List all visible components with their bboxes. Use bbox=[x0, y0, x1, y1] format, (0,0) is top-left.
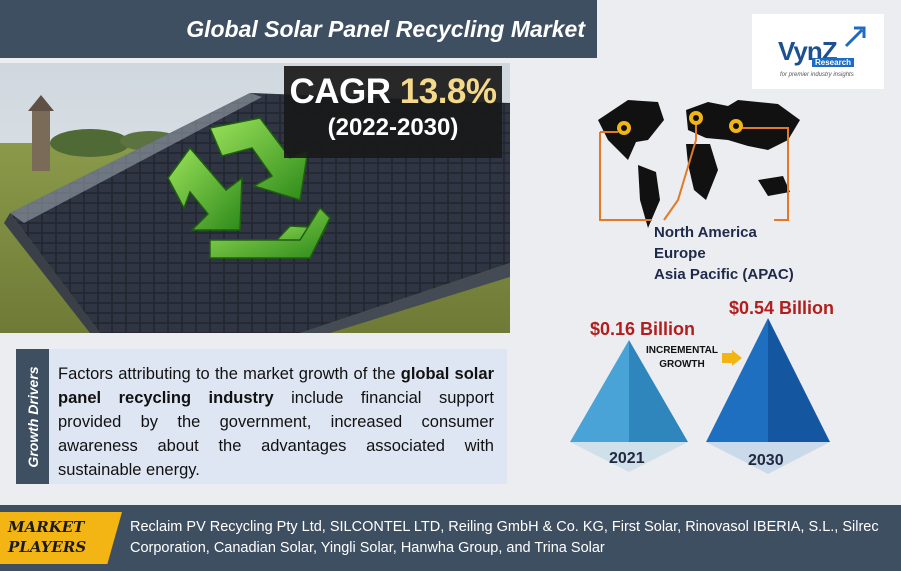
year-2030-label: 2030 bbox=[748, 452, 784, 469]
page-title: Global Solar Panel Recycling Market bbox=[186, 15, 585, 42]
incremental-line1: INCREMENTAL bbox=[645, 345, 719, 356]
pyramid-2021 bbox=[570, 340, 688, 472]
world-map bbox=[598, 100, 800, 228]
growth-drivers-text: Factors attributing to the market growth… bbox=[58, 362, 494, 482]
arrow-right-icon bbox=[722, 350, 742, 366]
region-apac: Asia Pacific (APAC) bbox=[654, 266, 794, 283]
drivers-text-before: Factors attributing to the market growth… bbox=[58, 365, 401, 383]
logo-sub: Research bbox=[812, 58, 855, 67]
incremental-line2: GROWTH bbox=[659, 359, 705, 370]
recycle-icon bbox=[167, 117, 331, 259]
region-north-america: North America bbox=[654, 224, 757, 241]
growth-drivers-panel bbox=[16, 349, 507, 484]
cagr-value: 13.8% bbox=[399, 72, 497, 111]
regions-list: North America Europe Asia Pacific (APAC) bbox=[654, 222, 794, 285]
drivers-text-bold: global solar panel recycling industry bbox=[58, 365, 494, 407]
region-europe: Europe bbox=[654, 245, 706, 262]
growth-drivers-label: Growth Drivers bbox=[24, 365, 41, 468]
cagr-label: CAGR bbox=[289, 72, 391, 111]
value-2021: $0.16 Billion bbox=[590, 319, 696, 339]
market-players-tab: MARKET PLAYERS bbox=[0, 512, 122, 564]
cagr-box: CAGR 13.8% (2022-2030) bbox=[284, 66, 502, 158]
logo-arrow-icon bbox=[844, 26, 866, 48]
market-players-label: MARKET PLAYERS bbox=[8, 517, 118, 557]
title-bar: Global Solar Panel Recycling Market bbox=[0, 0, 597, 58]
value-2030: $0.54 Billion bbox=[729, 298, 835, 318]
logo-tagline: for premier industry insights bbox=[780, 72, 854, 78]
market-players-line1: MARKET bbox=[8, 518, 85, 536]
vynz-logo: VynZ Research for premier industry insig… bbox=[752, 14, 884, 89]
market-players-line2: PLAYERS bbox=[8, 538, 87, 556]
incremental-growth-label: INCREMENTAL GROWTH bbox=[640, 344, 724, 372]
drivers-text-after: include financial support provided by th… bbox=[58, 389, 494, 479]
cagr-line: CAGR 13.8% bbox=[284, 72, 502, 112]
pyramid-2030 bbox=[706, 318, 830, 474]
location-pin-icon bbox=[729, 119, 743, 133]
growth-drivers-tab: Growth Drivers bbox=[16, 349, 49, 484]
cagr-period: (2022-2030) bbox=[327, 114, 459, 141]
market-players-text: Reclaim PV Recycling Pty Ltd, SILCONTEL … bbox=[130, 519, 879, 556]
year-2021-label: 2021 bbox=[609, 450, 645, 467]
location-pin-icon bbox=[617, 121, 631, 135]
location-pin-icon bbox=[689, 111, 703, 125]
market-players-bar bbox=[0, 505, 901, 571]
